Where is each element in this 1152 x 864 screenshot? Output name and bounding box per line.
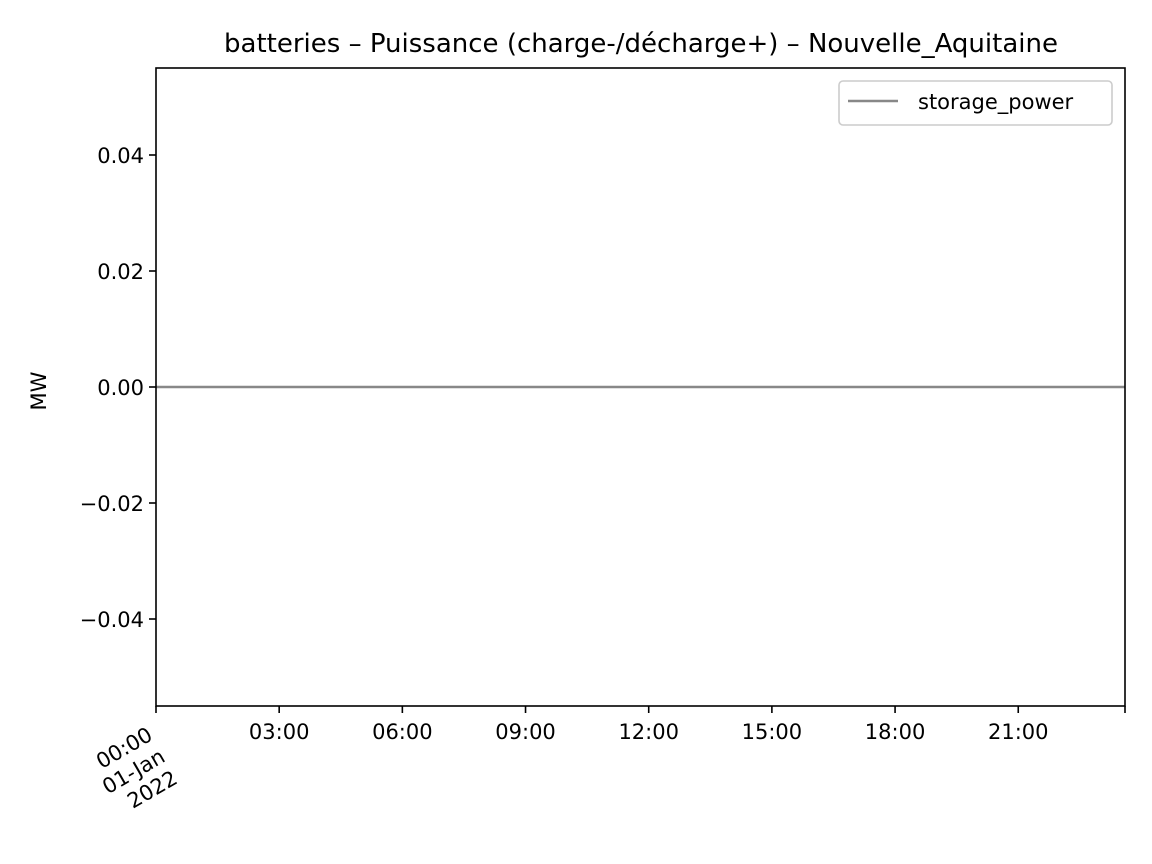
plot-frame	[155, 67, 1126, 707]
y-tick-label: −0.04	[80, 608, 144, 632]
x-tick-label: 09:00	[495, 720, 556, 744]
x-tick-label: 15:00	[742, 720, 803, 744]
y-axis-label: MW	[27, 371, 51, 410]
x-tick-label: 03:00	[249, 720, 310, 744]
legend-label-storage-power: storage_power	[918, 90, 1074, 115]
y-tick-label: 0.02	[97, 260, 144, 284]
x-tick-label: 00:0001-Jan2022	[86, 723, 182, 821]
x-tick-label: 18:00	[865, 720, 926, 744]
legend: storage_power	[838, 80, 1113, 126]
x-axis-ticks: 00:0001-Jan2022 03:00 06:00 09:00 12:00 15:00…	[86, 706, 1126, 821]
x-tick-label: 06:00	[372, 720, 433, 744]
x-tick-label: 12:00	[618, 720, 679, 744]
legend-box	[838, 80, 1113, 126]
y-tick-label: 0.04	[97, 144, 144, 168]
y-tick-label: 0.00	[97, 376, 144, 400]
x-tick-label: 21:00	[988, 720, 1049, 744]
chart-title: batteries – Puissance (charge-/décharge+…	[224, 29, 1058, 59]
y-tick-label: −0.02	[80, 492, 144, 516]
y-axis-ticks: 0.04 0.02 0.00 −0.02 −0.04	[80, 144, 156, 632]
